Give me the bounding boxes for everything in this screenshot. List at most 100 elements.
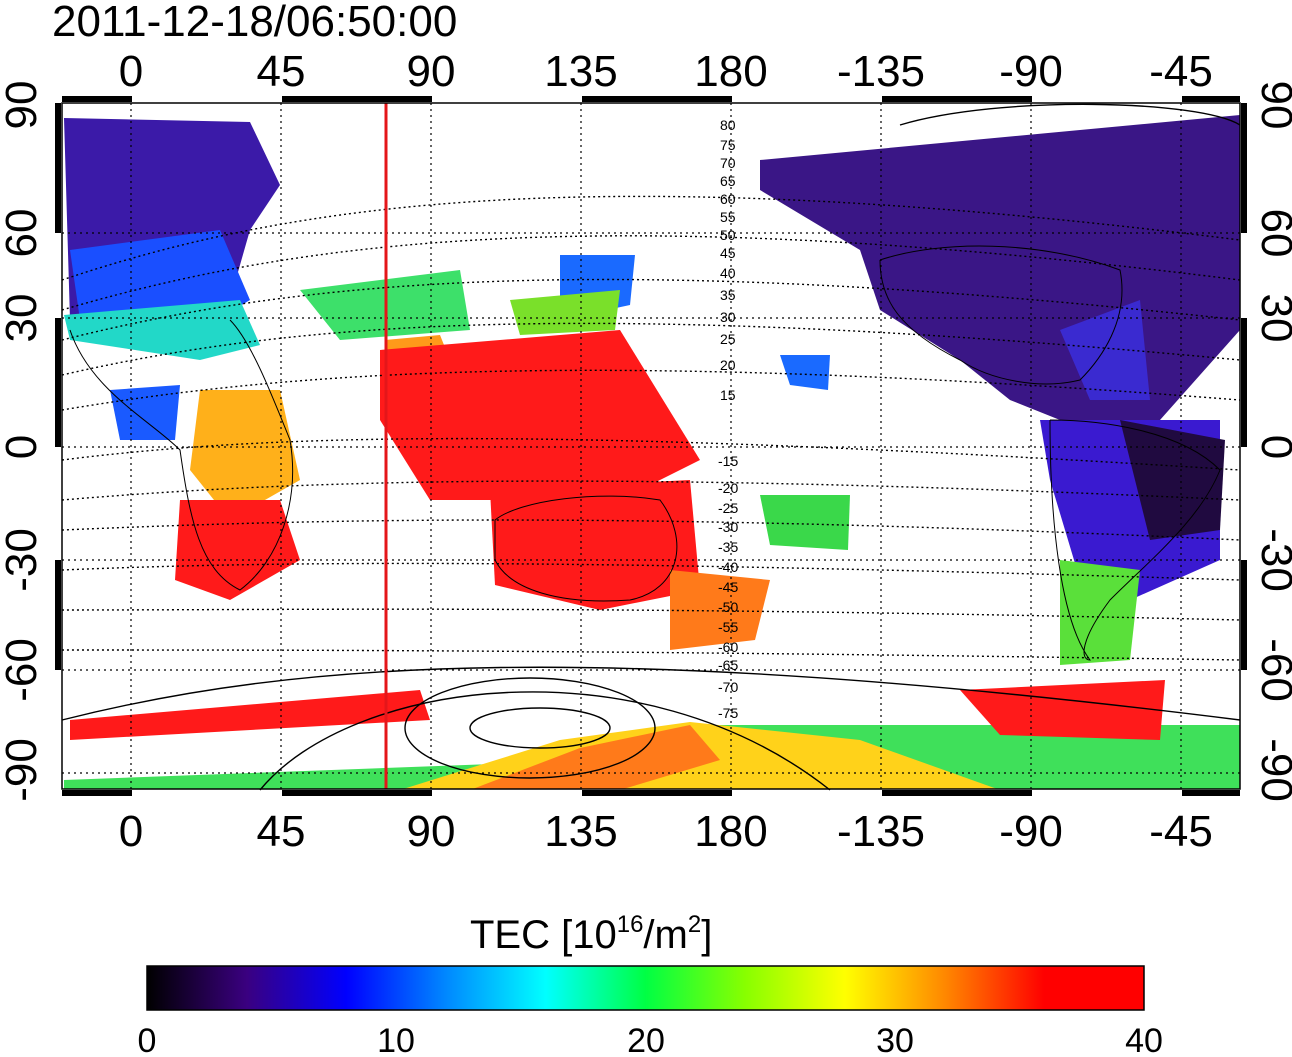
right-latitude-labels: 90 60 30 0 -30 -60 -90 (1252, 81, 1292, 802)
contour-label-65: 65 (720, 173, 736, 189)
map-panel: 80 75 70 65 60 55 50 45 40 35 30 25 20 1… (0, 47, 1292, 856)
left-lat-label: 0 (0, 435, 46, 459)
bottom-lon-label: 135 (544, 807, 617, 856)
colorbar-gradient (146, 965, 1145, 1011)
contour-label-neg25: -25 (718, 500, 738, 516)
colorbar-title-exp1: 16 (617, 911, 644, 938)
coastlines (69, 245, 1221, 661)
contour-label-50: 50 (720, 227, 736, 243)
top-lon-label: -135 (837, 47, 925, 96)
contour-label-neg55: -55 (718, 619, 738, 635)
top-lon-label: 90 (407, 47, 456, 96)
contour-label-neg50: -50 (718, 599, 738, 615)
top-longitude-labels: 0 45 90 135 180 -135 -90 -45 (119, 47, 1213, 96)
region-north-america-east (1060, 300, 1150, 400)
region-antarctic-south-america-red (960, 680, 1165, 740)
contour-label-35: 35 (720, 287, 736, 303)
colorbar: TEC [1016/m2] 0 10 20 30 40 (138, 911, 1163, 1057)
right-lat-label: -90 (1252, 738, 1292, 802)
magnetic-contours (61, 195, 1241, 661)
bottom-lon-label: -135 (837, 807, 925, 856)
bottom-longitude-labels: 0 45 90 135 180 -135 -90 -45 (119, 807, 1213, 856)
contour-label-55: 55 (720, 209, 736, 225)
contour-label-neg35: -35 (718, 539, 738, 555)
region-pacific-south (760, 495, 850, 550)
top-lon-label: -90 (999, 47, 1063, 96)
left-lat-label: -30 (0, 528, 46, 592)
region-antarctic-orange (472, 725, 720, 789)
contour-label-neg65: -65 (718, 657, 738, 673)
left-lat-label: -90 (0, 738, 46, 802)
polar-contours (61, 103, 1241, 791)
timestamp-title: 2011-12-18/06:50:00 (52, 0, 457, 46)
right-lat-label: 90 (1252, 81, 1292, 130)
region-med-cyan (64, 300, 260, 360)
contour-label-neg60: -60 (718, 639, 738, 655)
top-lon-label: 180 (694, 47, 767, 96)
colorbar-title-end: ] (701, 913, 712, 957)
colorbar-title-mid: /m (643, 913, 687, 957)
top-lon-label: 45 (257, 47, 306, 96)
tec-regions (64, 115, 1240, 789)
frame-tick-bars (55, 96, 1247, 796)
right-lat-label: 0 (1252, 435, 1292, 459)
region-china-south (510, 290, 620, 335)
top-lon-label: 0 (119, 47, 143, 96)
contour-label-70: 70 (720, 155, 736, 171)
contour-label-15: 15 (720, 387, 736, 403)
contour-label-45: 45 (720, 245, 736, 261)
contour-label-neg70: -70 (718, 679, 738, 695)
region-hawaii (780, 355, 830, 390)
colorbar-tick-label: 0 (138, 1022, 157, 1057)
region-south-america-south (1060, 560, 1140, 665)
bottom-lon-label: 180 (694, 807, 767, 856)
colorbar-tick-label: 10 (377, 1022, 415, 1057)
region-africa-west (110, 385, 180, 440)
bottom-lon-label: 0 (119, 807, 143, 856)
right-lat-label: -60 (1252, 638, 1292, 702)
contour-label-60: 60 (720, 191, 736, 207)
left-latitude-labels: 90 60 30 0 -30 -60 -90 (0, 81, 46, 802)
contour-labels: 80 75 70 65 60 55 50 45 40 35 30 25 20 1… (718, 117, 738, 721)
colorbar-tick-label: 20 (627, 1022, 665, 1057)
region-south-america-dark (1120, 420, 1225, 540)
right-lat-label: -30 (1252, 528, 1292, 592)
contour-label-20: 20 (720, 357, 736, 373)
colorbar-title-exp2: 2 (688, 911, 701, 938)
contour-label-80: 80 (720, 117, 736, 133)
left-lat-label: 60 (0, 209, 46, 258)
region-africa-south (175, 500, 300, 600)
colorbar-title-main: TEC [10 (470, 913, 617, 957)
colorbar-tick-label: 30 (876, 1022, 914, 1057)
bottom-lon-label: -45 (1149, 807, 1213, 856)
left-lat-label: 30 (0, 294, 46, 343)
contour-label-neg75: -75 (718, 705, 738, 721)
map-gridlines (62, 103, 1240, 789)
right-lat-label: 60 (1252, 209, 1292, 258)
colorbar-tick-label: 40 (1125, 1022, 1163, 1057)
bottom-lon-label: 45 (257, 807, 306, 856)
contour-label-neg40: -40 (718, 559, 738, 575)
top-lon-label: 135 (544, 47, 617, 96)
bottom-lon-label: 90 (407, 807, 456, 856)
bottom-lon-label: -90 (999, 807, 1063, 856)
region-africa-east (190, 390, 300, 520)
region-southern-red-band (70, 690, 430, 740)
colorbar-ticks: 0 10 20 30 40 (138, 1022, 1163, 1057)
top-lon-label: -45 (1149, 47, 1213, 96)
region-new-zealand (670, 570, 770, 650)
contour-label-30: 30 (720, 309, 736, 325)
contour-label-25: 25 (720, 331, 736, 347)
contour-label-neg30: -30 (718, 519, 738, 535)
contour-label-40: 40 (720, 265, 736, 281)
left-lat-label: 90 (0, 81, 46, 130)
contour-label-75: 75 (720, 137, 736, 153)
right-lat-label: 30 (1252, 294, 1292, 343)
contour-label-neg15: -15 (718, 453, 738, 469)
contour-label-neg20: -20 (718, 480, 738, 496)
map-frame (61, 102, 1241, 790)
contour-label-neg45: -45 (718, 579, 738, 595)
colorbar-title: TEC [1016/m2] (470, 911, 712, 957)
left-lat-label: -60 (0, 638, 46, 702)
